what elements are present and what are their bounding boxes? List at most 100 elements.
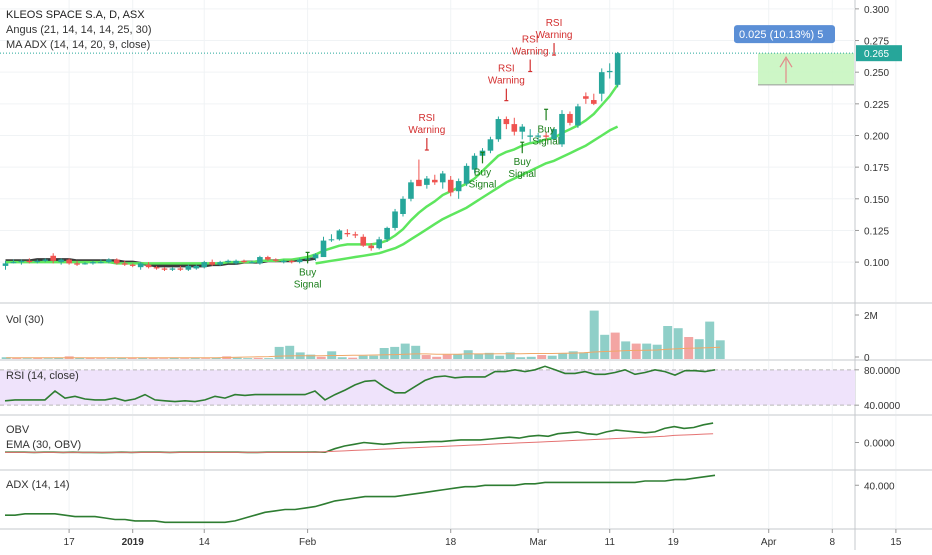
candle-body[interactable] bbox=[98, 262, 104, 264]
measure-tag[interactable] bbox=[734, 25, 835, 44]
candle-body[interactable] bbox=[296, 259, 303, 263]
candle-body[interactable] bbox=[408, 182, 414, 199]
volume-bar[interactable] bbox=[211, 357, 221, 359]
candle-body[interactable] bbox=[392, 211, 398, 228]
candle-body[interactable] bbox=[591, 100, 597, 104]
volume-bar[interactable] bbox=[610, 332, 620, 359]
volume-bar[interactable] bbox=[474, 353, 484, 360]
volume-bar[interactable] bbox=[652, 344, 662, 359]
candle-body[interactable] bbox=[400, 198, 406, 214]
volume-bar[interactable] bbox=[22, 358, 32, 359]
candle-body[interactable] bbox=[519, 126, 526, 132]
volume-panel-title[interactable]: Vol (30) bbox=[6, 314, 44, 326]
candle-body[interactable] bbox=[26, 260, 33, 263]
volume-bar[interactable] bbox=[432, 356, 442, 359]
candle-body[interactable] bbox=[416, 179, 422, 187]
volume-bar[interactable] bbox=[201, 358, 211, 359]
volume-bar[interactable] bbox=[390, 346, 400, 359]
candle-body[interactable] bbox=[90, 262, 96, 264]
obv-panel-title[interactable]: OBV bbox=[6, 424, 30, 436]
candle-body[interactable] bbox=[201, 262, 208, 268]
candle-body[interactable] bbox=[217, 262, 223, 265]
candle-body[interactable] bbox=[50, 255, 56, 261]
volume-bar[interactable] bbox=[243, 358, 253, 359]
candle-body[interactable] bbox=[193, 265, 200, 269]
candle-body[interactable] bbox=[312, 254, 319, 259]
candle-body[interactable] bbox=[463, 165, 470, 184]
volume-bar[interactable] bbox=[306, 354, 316, 359]
volume-bar[interactable] bbox=[589, 310, 599, 359]
candle-body[interactable] bbox=[567, 113, 573, 123]
volume-bar[interactable] bbox=[505, 352, 515, 359]
candle-body[interactable] bbox=[273, 259, 279, 261]
candle-body[interactable] bbox=[42, 259, 49, 261]
volume-bar[interactable] bbox=[516, 357, 526, 359]
volume-bar[interactable] bbox=[169, 357, 179, 359]
candle-body[interactable] bbox=[487, 139, 494, 151]
volume-bar[interactable] bbox=[159, 358, 169, 359]
volume-bar[interactable] bbox=[631, 343, 641, 359]
indicator-angus-label[interactable]: Angus (21, 14, 14, 14, 25, 30) bbox=[6, 24, 152, 36]
obv-ema-panel-title[interactable]: EMA (30, OBV) bbox=[6, 439, 82, 451]
volume-bar[interactable] bbox=[180, 358, 190, 359]
volume-bar[interactable] bbox=[148, 358, 158, 359]
volume-bar[interactable] bbox=[75, 357, 85, 359]
candle-body[interactable] bbox=[447, 179, 454, 193]
volume-bar[interactable] bbox=[348, 357, 358, 359]
candle-body[interactable] bbox=[360, 236, 367, 246]
volume-bar[interactable] bbox=[253, 357, 263, 359]
candle-body[interactable] bbox=[58, 259, 64, 263]
candle-body[interactable] bbox=[177, 268, 184, 270]
candle-body[interactable] bbox=[606, 70, 613, 73]
candle-body[interactable] bbox=[82, 263, 88, 265]
volume-bar[interactable] bbox=[285, 345, 295, 359]
volume-bar[interactable] bbox=[547, 355, 557, 359]
volume-bar[interactable] bbox=[358, 355, 368, 359]
candle-body[interactable] bbox=[153, 267, 160, 269]
volume-bar[interactable] bbox=[379, 348, 389, 359]
indicator-ma-adx-label[interactable]: MA ADX (14, 14, 20, 9, close) bbox=[6, 39, 151, 51]
volume-bar[interactable] bbox=[442, 354, 452, 359]
volume-bar[interactable] bbox=[400, 343, 410, 359]
candle-body[interactable] bbox=[503, 119, 510, 125]
volume-bar[interactable] bbox=[106, 358, 116, 359]
candle-body[interactable] bbox=[233, 260, 239, 264]
candle-body[interactable] bbox=[209, 262, 215, 265]
volume-bar[interactable] bbox=[316, 356, 326, 359]
volume-bar[interactable] bbox=[264, 358, 274, 359]
candle-body[interactable] bbox=[424, 178, 430, 185]
rsi-panel-title[interactable]: RSI (14, close) bbox=[6, 370, 79, 382]
candle-body[interactable] bbox=[265, 257, 271, 260]
candle-body[interactable] bbox=[66, 259, 72, 264]
candle-body[interactable] bbox=[74, 263, 80, 265]
candle-body[interactable] bbox=[376, 239, 382, 249]
candle-body[interactable] bbox=[543, 135, 549, 137]
candle-body[interactable] bbox=[527, 135, 533, 137]
volume-bar[interactable] bbox=[705, 321, 715, 359]
candle-body[interactable] bbox=[511, 124, 518, 132]
candle-body[interactable] bbox=[432, 179, 438, 183]
volume-bar[interactable] bbox=[127, 358, 137, 359]
volume-bar[interactable] bbox=[232, 357, 242, 359]
candle-body[interactable] bbox=[559, 113, 565, 145]
volume-bar[interactable] bbox=[96, 358, 106, 359]
volume-bar[interactable] bbox=[495, 355, 505, 359]
candle-body[interactable] bbox=[106, 259, 112, 263]
candle-body[interactable] bbox=[137, 263, 144, 268]
candle-body[interactable] bbox=[384, 227, 390, 240]
candle-body[interactable] bbox=[455, 181, 462, 192]
candle-body[interactable] bbox=[336, 230, 343, 240]
candle-body[interactable] bbox=[614, 53, 621, 85]
volume-bar[interactable] bbox=[12, 358, 22, 359]
volume-bar[interactable] bbox=[421, 355, 431, 359]
candle-body[interactable] bbox=[169, 268, 176, 270]
volume-bar[interactable] bbox=[484, 352, 494, 359]
volume-bar[interactable] bbox=[85, 358, 95, 359]
volume-bar[interactable] bbox=[453, 354, 463, 359]
volume-bar[interactable] bbox=[43, 358, 53, 359]
volume-bar[interactable] bbox=[579, 352, 589, 359]
candle-body[interactable] bbox=[257, 257, 263, 264]
volume-bar[interactable] bbox=[568, 351, 578, 359]
volume-bar[interactable] bbox=[117, 357, 127, 359]
